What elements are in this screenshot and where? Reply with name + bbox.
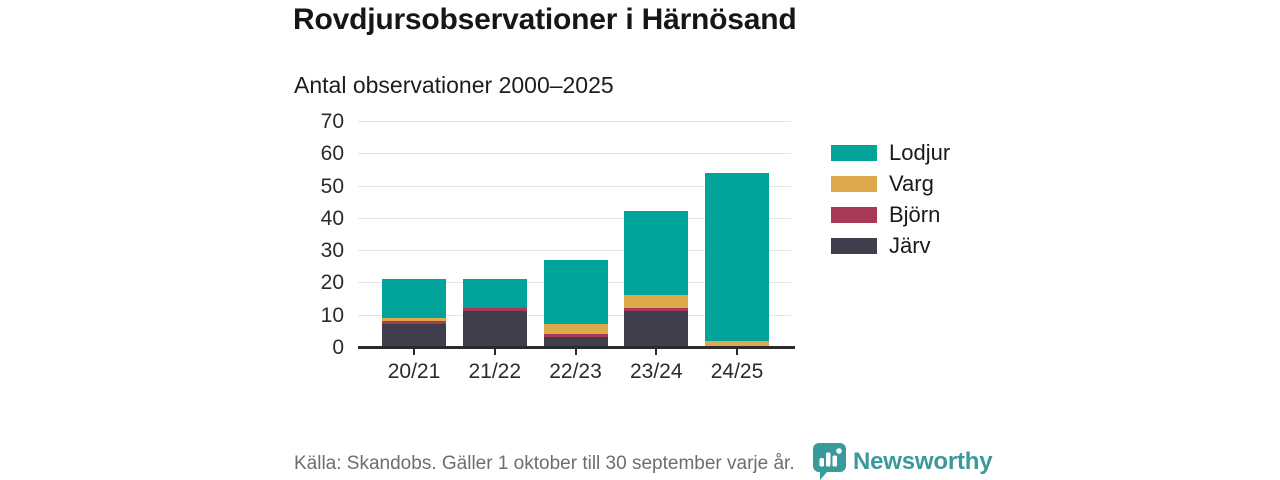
bar-20-21-segment-varg — [382, 317, 446, 322]
x-tick-23-24 — [655, 348, 658, 355]
bar-20-21-segment-lodjur — [382, 279, 446, 318]
chart-title: Rovdjursobservationer i Härnösand — [293, 3, 797, 36]
gridline-60 — [358, 153, 791, 155]
bar-24-25-segment-lodjur — [705, 172, 769, 341]
bar-22-23-segment-lodjur — [543, 259, 608, 325]
bar-24-25-segment-varg — [705, 340, 769, 347]
y-axis-label-60: 60 — [320, 142, 344, 166]
legend-item-bj-rn: Björn — [831, 204, 940, 226]
bar-23-24-segment-lodjur — [624, 211, 689, 296]
legend-swatch-lodjur — [831, 145, 877, 161]
x-axis-label-23-24: 23/24 — [629, 360, 683, 383]
x-axis-label-20-21: 20/21 — [387, 360, 441, 383]
x-tick-24-25 — [736, 348, 738, 355]
legend-item-varg: Varg — [831, 173, 934, 195]
bar-22-23-segment-bj-rn — [543, 334, 608, 338]
x-axis-label-21-22: 21/22 — [468, 360, 522, 383]
x-tick-22-23 — [574, 348, 577, 355]
x-tick-21-22 — [493, 348, 496, 355]
legend-label-j-rv: Järv — [889, 233, 931, 258]
legend-item-lodjur: Lodjur — [831, 142, 950, 164]
y-axis-label-10: 10 — [320, 303, 344, 327]
y-axis-label-20: 20 — [320, 271, 344, 295]
gridline-40 — [358, 217, 791, 219]
legend-label-lodjur: Lodjur — [889, 140, 951, 165]
newsworthy-logo-icon — [813, 443, 846, 480]
bar-23-24-segment-j-rv — [624, 311, 689, 347]
legend-item-j-rv: Järv — [831, 235, 931, 257]
x-axis-label-22-23: 22/23 — [549, 360, 602, 383]
bar-22-23-segment-varg — [543, 324, 608, 335]
bar-21-22-segment-lodjur — [462, 279, 527, 309]
x-tick-20-21 — [413, 348, 415, 355]
y-axis-label-70: 70 — [320, 110, 344, 133]
bar-21-22-segment-bj-rn — [462, 308, 527, 312]
source-note: Källa: Skandobs. Gäller 1 oktober till 3… — [294, 453, 795, 474]
chart-subtitle: Antal observationer 2000–2025 — [294, 72, 614, 98]
bar-20-21-segment-j-rv — [382, 324, 446, 347]
legend-swatch-j-rv — [831, 238, 877, 254]
x-axis-label-24-25: 24/25 — [710, 360, 764, 383]
bar-23-24-segment-varg — [624, 295, 689, 309]
gridline-30 — [358, 250, 791, 252]
bar-20-21-segment-bj-rn — [382, 321, 446, 325]
gridline-50 — [358, 185, 791, 187]
y-axis-label-40: 40 — [320, 206, 344, 230]
bar-22-23-segment-j-rv — [543, 337, 608, 347]
legend-swatch-bj-rn — [831, 207, 877, 223]
legend-label-bj-rn: Björn — [889, 202, 941, 227]
y-axis-label-30: 30 — [320, 239, 344, 263]
x-axis-baseline — [358, 345, 795, 349]
legend-swatch-varg — [831, 176, 877, 192]
bar-23-24-segment-bj-rn — [624, 308, 689, 312]
newsworthy-wordmark: Newsworthy — [853, 447, 993, 475]
legend-label-varg: Varg — [889, 171, 934, 196]
y-axis-label-50: 50 — [320, 174, 344, 198]
gridline-70 — [358, 121, 791, 122]
y-axis-label-0: 0 — [332, 336, 344, 359]
newsworthy-brand: Newsworthy — [813, 443, 993, 480]
bar-21-22-segment-j-rv — [462, 311, 527, 347]
